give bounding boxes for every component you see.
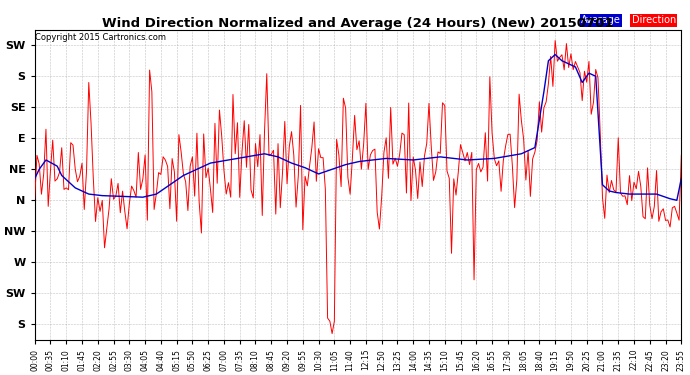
Text: Average: Average <box>581 15 621 25</box>
Title: Wind Direction Normalized and Average (24 Hours) (New) 20150701: Wind Direction Normalized and Average (2… <box>102 17 614 30</box>
Text: Copyright 2015 Cartronics.com: Copyright 2015 Cartronics.com <box>35 33 166 42</box>
Text: Direction: Direction <box>631 15 676 25</box>
